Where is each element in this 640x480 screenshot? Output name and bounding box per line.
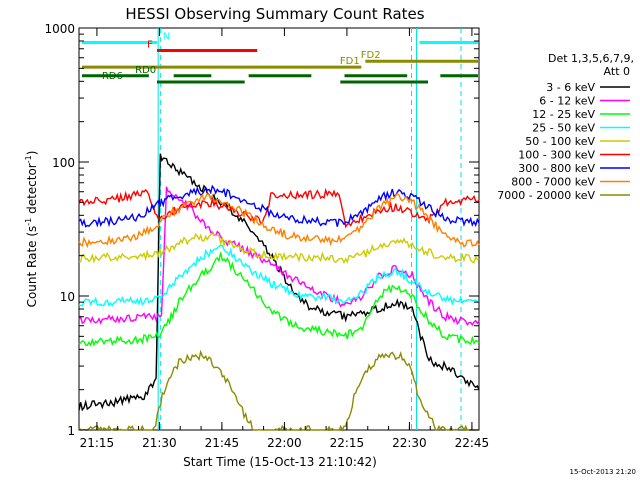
y-axis-label-start: Count Rate (s bbox=[25, 226, 39, 308]
legend-label-8: 7000 - 20000 keV bbox=[497, 189, 595, 202]
legend-label-5: 100 - 300 keV bbox=[518, 149, 595, 162]
flag-label-rd0: RD0 bbox=[135, 65, 156, 76]
series-group bbox=[78, 153, 480, 432]
legend-label-3: 25 - 50 keV bbox=[532, 122, 595, 135]
series-line-8 bbox=[78, 349, 480, 432]
legend-header-detectors: Det 1,3,5,6,7,9, bbox=[548, 52, 634, 65]
series-line-6 bbox=[78, 184, 480, 228]
x-tick-label-0: 21:15 bbox=[80, 436, 115, 450]
legend-label-1: 6 - 12 keV bbox=[539, 95, 595, 108]
series-line-3 bbox=[78, 244, 480, 307]
legend-header-attenuator: Att 0 bbox=[604, 65, 630, 78]
x-axis-label: Start Time (15-Oct-13 21:10:42) bbox=[183, 455, 377, 469]
flag-label-fd2: FD2 bbox=[361, 50, 381, 61]
x-tick-label-3: 22:00 bbox=[267, 436, 302, 450]
y-axis-label: Count Rate (s-1 detector-1) bbox=[24, 151, 39, 308]
x-tick-label-1: 21:30 bbox=[142, 436, 177, 450]
legend-label-7: 800 - 7000 keV bbox=[511, 176, 595, 189]
legend-label-4: 50 - 100 keV bbox=[525, 135, 595, 148]
chart-title: HESSI Observing Summary Count Rates bbox=[125, 5, 424, 23]
plot-frame bbox=[78, 27, 480, 431]
y-tick-label-0: 1 bbox=[67, 424, 75, 438]
series-line-7 bbox=[78, 192, 480, 249]
y-tick-label-2: 100 bbox=[52, 156, 75, 170]
y-axis-label-sup1: -1 bbox=[24, 218, 33, 226]
x-tick-label-6: 22:45 bbox=[455, 436, 490, 450]
y-tick-label-3: 1000 bbox=[44, 22, 75, 36]
series-line-2 bbox=[78, 252, 480, 347]
flag-label-f: F bbox=[147, 39, 153, 50]
series-line-1 bbox=[78, 186, 480, 327]
flag-label-fd1: FD1 bbox=[340, 56, 360, 67]
series-line-5 bbox=[78, 187, 480, 229]
legend-label-2: 12 - 25 keV bbox=[532, 108, 595, 121]
x-tick-label-2: 21:45 bbox=[205, 436, 240, 450]
flag-label-n: N bbox=[163, 31, 170, 42]
x-axis-ticks: 21:15 21:30 21:45 22:00 22:15 22:30 22:45 bbox=[80, 28, 490, 450]
y-axis-label-mid: detector bbox=[25, 163, 39, 218]
y-axis-label-end: ) bbox=[25, 151, 39, 156]
generation-timestamp: 15-Oct-2013 21:20 bbox=[570, 468, 636, 476]
series-line-0 bbox=[78, 153, 480, 412]
flag-label-rd6: RD6 bbox=[102, 71, 123, 82]
x-tick-label-4: 22:15 bbox=[330, 436, 365, 450]
y-axis-ticks: 1 10 100 1000 bbox=[44, 22, 479, 438]
series-line-4 bbox=[78, 232, 480, 265]
legend-label-0: 3 - 6 keV bbox=[546, 81, 595, 94]
y-tick-label-1: 10 bbox=[60, 290, 75, 304]
x-tick-label-5: 22:30 bbox=[392, 436, 427, 450]
y-axis-label-sup2: -1 bbox=[24, 155, 33, 163]
vertical-markers bbox=[157, 28, 462, 430]
legend-label-6: 300 - 800 keV bbox=[518, 162, 595, 175]
